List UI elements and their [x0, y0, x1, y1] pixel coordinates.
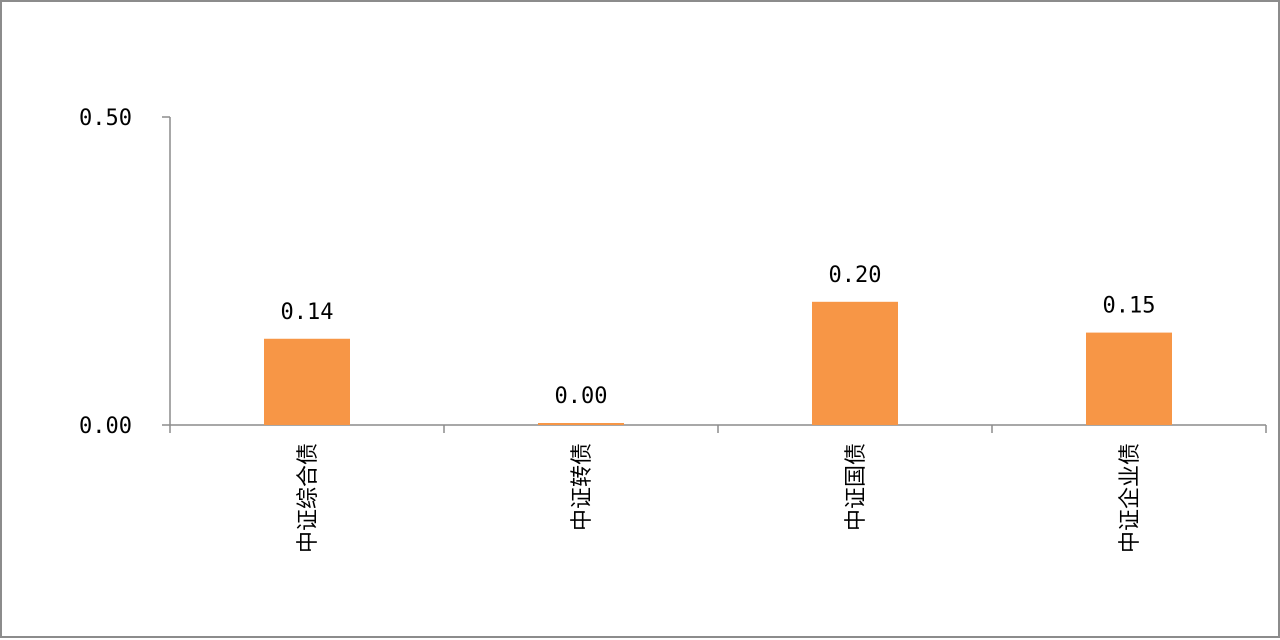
bar	[1086, 332, 1172, 425]
category-label: 中证转债	[570, 443, 595, 531]
category-label: 中证国债	[844, 443, 869, 531]
bar	[812, 301, 898, 425]
category-label: 中证综合债	[296, 443, 321, 553]
bar	[264, 338, 350, 425]
category-label: 中证企业债	[1118, 443, 1143, 553]
data-label: 0.14	[281, 300, 334, 325]
data-label: 0.15	[1103, 294, 1156, 319]
data-label: 0.00	[555, 384, 608, 409]
y-tick-label: 0.50	[79, 106, 132, 131]
y-tick-label: 0.00	[79, 414, 132, 439]
data-label: 0.20	[829, 263, 882, 288]
bar	[538, 423, 624, 425]
